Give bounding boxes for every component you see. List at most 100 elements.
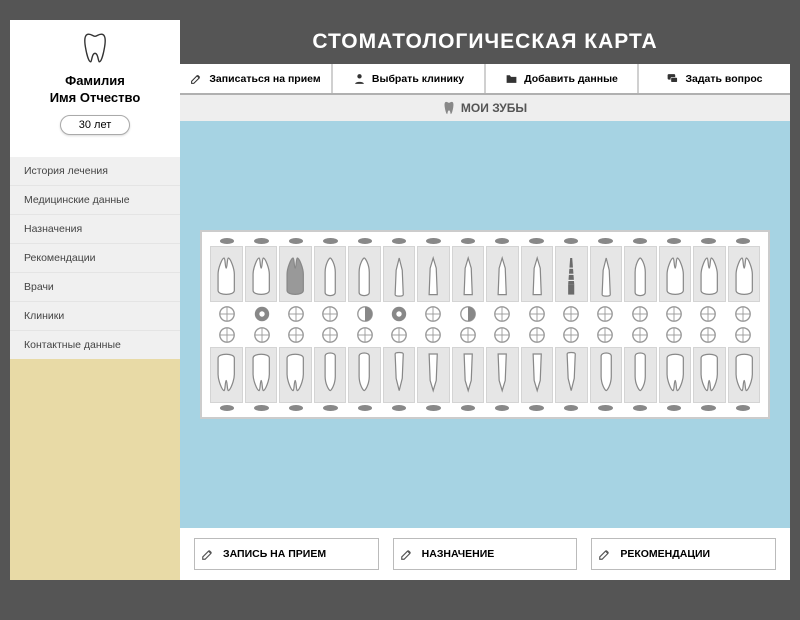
lower-tooth-3[interactable] <box>279 347 312 403</box>
root-dot <box>623 405 657 411</box>
lower-occlusal-3[interactable] <box>279 326 313 344</box>
pencil-icon <box>190 72 203 85</box>
upper-occlusal-12[interactable] <box>588 305 622 323</box>
upper-tooth-13[interactable] <box>624 246 657 302</box>
upper-tooth-7[interactable] <box>417 246 450 302</box>
upper-occlusal-5[interactable] <box>348 305 382 323</box>
lower-occlusal-15[interactable] <box>691 326 725 344</box>
lower-occlusal-14[interactable] <box>657 326 691 344</box>
lower-occlusal-4[interactable] <box>313 326 347 344</box>
root-dot <box>279 238 313 244</box>
toolbar-chat-button[interactable]: Задать вопрос <box>639 64 790 93</box>
upper-tooth-8[interactable] <box>452 246 485 302</box>
action-label: ЗАПИСЬ НА ПРИЕМ <box>223 548 326 560</box>
toolbar: Записаться на прием Выбрать клиникуДобави… <box>180 64 790 95</box>
root-dot <box>210 238 244 244</box>
upper-occlusal-4[interactable] <box>313 305 347 323</box>
upper-tooth-16[interactable] <box>728 246 761 302</box>
lower-tooth-16[interactable] <box>728 347 761 403</box>
upper-occlusal-6[interactable] <box>382 305 416 323</box>
sidebar-item-5[interactable]: Клиники <box>10 302 180 331</box>
upper-occlusal-9[interactable] <box>485 305 519 323</box>
lower-occlusal-1[interactable] <box>210 326 244 344</box>
action-card-1[interactable]: НАЗНАЧЕНИЕ <box>393 538 578 570</box>
lower-occlusal-16[interactable] <box>726 326 760 344</box>
upper-tooth-14[interactable] <box>659 246 692 302</box>
upper-occlusal-16[interactable] <box>726 305 760 323</box>
upper-tooth-1[interactable] <box>210 246 243 302</box>
lower-occlusal-8[interactable] <box>451 326 485 344</box>
bottom-actions: ЗАПИСЬ НА ПРИЕМ НАЗНАЧЕНИЕ РЕКОМЕНДАЦИИ <box>180 528 790 580</box>
lower-occlusal-13[interactable] <box>623 326 657 344</box>
lower-tooth-13[interactable] <box>624 347 657 403</box>
lower-tooth-2[interactable] <box>245 347 278 403</box>
sidebar-item-0[interactable]: История лечения <box>10 157 180 186</box>
root-dot <box>691 405 725 411</box>
upper-tooth-6[interactable] <box>383 246 416 302</box>
lower-tooth-15[interactable] <box>693 347 726 403</box>
toolbar-folder-button[interactable]: Добавить данные <box>486 64 639 93</box>
lower-tooth-6[interactable] <box>383 347 416 403</box>
profile-block: Фамилия Имя Отчество 30 лет <box>10 20 180 143</box>
lower-occlusal-5[interactable] <box>348 326 382 344</box>
upper-occlusal-15[interactable] <box>691 305 725 323</box>
lower-tooth-10[interactable] <box>521 347 554 403</box>
lower-occlusal-2[interactable] <box>244 326 278 344</box>
toolbar-pencil-button[interactable]: Записаться на прием <box>180 64 333 93</box>
lower-tooth-7[interactable] <box>417 347 450 403</box>
lower-occlusal-11[interactable] <box>554 326 588 344</box>
root-dot <box>451 405 485 411</box>
lower-occlusal-12[interactable] <box>588 326 622 344</box>
sidebar-item-2[interactable]: Назначения <box>10 215 180 244</box>
upper-occlusal-3[interactable] <box>279 305 313 323</box>
lower-tooth-11[interactable] <box>555 347 588 403</box>
toolbar-label: Записаться на прием <box>209 73 320 85</box>
lower-tooth-8[interactable] <box>452 347 485 403</box>
upper-tooth-15[interactable] <box>693 246 726 302</box>
sidebar-item-4[interactable]: Врачи <box>10 273 180 302</box>
upper-tooth-2[interactable] <box>245 246 278 302</box>
sub-header: МОИ ЗУБЫ <box>180 95 790 121</box>
action-card-2[interactable]: РЕКОМЕНДАЦИИ <box>591 538 776 570</box>
lower-occlusal-6[interactable] <box>382 326 416 344</box>
upper-occlusal-10[interactable] <box>519 305 553 323</box>
lower-tooth-9[interactable] <box>486 347 519 403</box>
sidebar-item-3[interactable]: Рекомендации <box>10 244 180 273</box>
upper-tooth-12[interactable] <box>590 246 623 302</box>
lower-occlusal-7[interactable] <box>416 326 450 344</box>
upper-occlusal-13[interactable] <box>623 305 657 323</box>
upper-occlusal-11[interactable] <box>554 305 588 323</box>
root-dot <box>657 405 691 411</box>
action-card-0[interactable]: ЗАПИСЬ НА ПРИЕМ <box>194 538 379 570</box>
upper-tooth-3[interactable] <box>279 246 312 302</box>
lower-tooth-4[interactable] <box>314 347 347 403</box>
upper-tooth-11[interactable] <box>555 246 588 302</box>
upper-tooth-9[interactable] <box>486 246 519 302</box>
upper-tooth-4[interactable] <box>314 246 347 302</box>
root-dot <box>382 405 416 411</box>
toolbar-user-button[interactable]: Выбрать клинику <box>333 64 486 93</box>
page-title: СТОМАТОЛОГИЧЕСКАЯ КАРТА <box>180 20 790 64</box>
root-dot <box>210 405 244 411</box>
sidebar-bottom-panel <box>10 359 180 580</box>
upper-tooth-10[interactable] <box>521 246 554 302</box>
lower-tooth-1[interactable] <box>210 347 243 403</box>
upper-occlusal-2[interactable] <box>244 305 278 323</box>
upper-tooth-5[interactable] <box>348 246 381 302</box>
upper-occlusal-8[interactable] <box>451 305 485 323</box>
user-icon <box>353 72 366 85</box>
root-dot <box>554 238 588 244</box>
lower-occlusal-10[interactable] <box>519 326 553 344</box>
upper-occlusal-14[interactable] <box>657 305 691 323</box>
sidebar-item-1[interactable]: Медицинские данные <box>10 186 180 215</box>
lower-occlusal-9[interactable] <box>485 326 519 344</box>
root-dot <box>485 405 519 411</box>
lower-tooth-5[interactable] <box>348 347 381 403</box>
upper-occlusal-1[interactable] <box>210 305 244 323</box>
sidebar-nav: История леченияМедицинские данныеНазначе… <box>10 157 180 359</box>
lower-tooth-14[interactable] <box>659 347 692 403</box>
lower-tooth-12[interactable] <box>590 347 623 403</box>
sidebar-item-6[interactable]: Контактные данные <box>10 331 180 359</box>
upper-occlusal-7[interactable] <box>416 305 450 323</box>
chart-area <box>180 121 790 528</box>
